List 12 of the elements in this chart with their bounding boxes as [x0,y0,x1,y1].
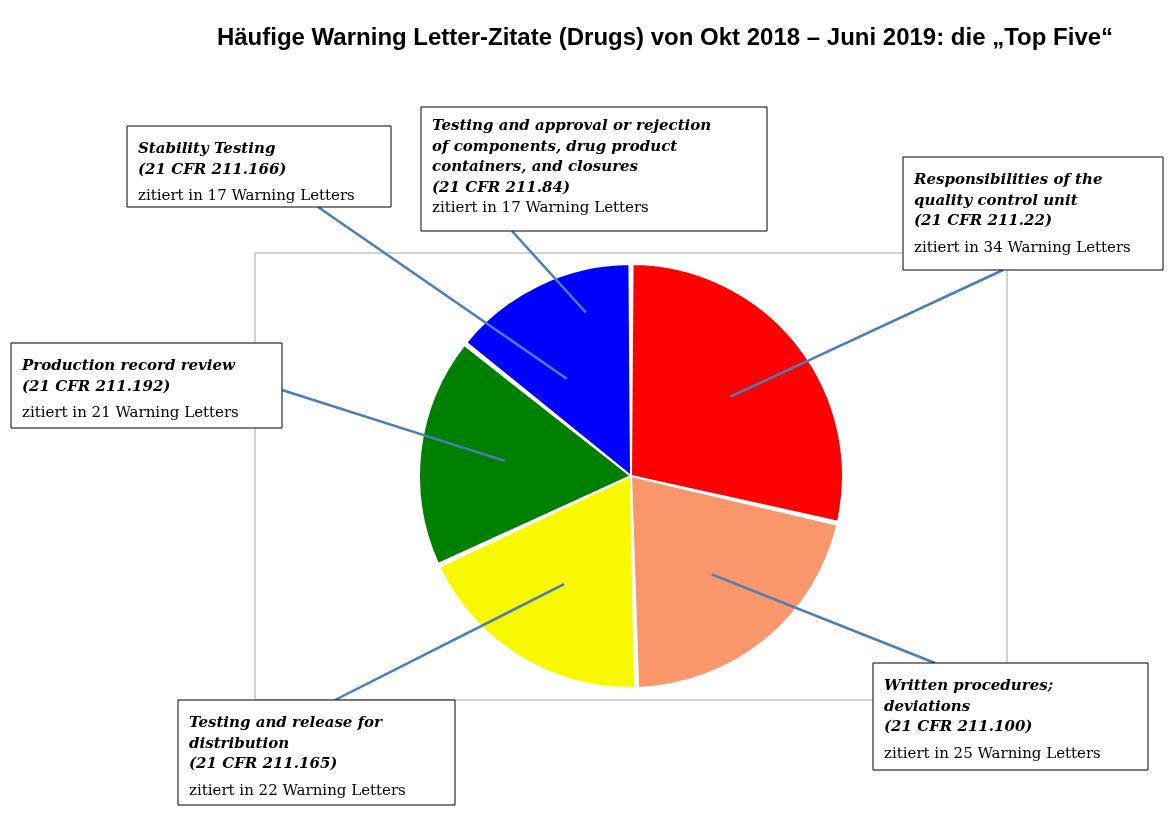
slice-label: Production record review (21 CFR 211.192) [21,356,237,395]
data-label: zitiert in 34 Warning Letters [914,237,1131,256]
data-label: zitiert in 21 Warning Letters [22,403,239,421]
data-label: zitiert in 17 Warning Letters [138,186,355,204]
slice-label: Responsibilities of the quality control unit (21 CFR 211.22) [913,170,1103,229]
chart-title: Häufige Warning Letter-Zitate (Drugs) von Okt 2018 – Juni 2019: die „Top Five“ [216,23,1114,50]
slice-label: Testing and release for distribution (21 CFR 211.165) [189,713,384,772]
slice-label: Stability Testing (21 CFR 211.166) [138,139,287,178]
data-label: zitiert in 25 Warning Letters [884,743,1101,762]
slice-label: Written procedures; deviations (21 CFR 211.100) [884,676,1054,735]
data-label: zitiert in 22 Warning Letters [189,780,406,799]
text: Testing and approval or rejection of components, drug product containers, and closures (21 CFR 211.84) zitiert in 17 Warning Letters [432,116,712,216]
